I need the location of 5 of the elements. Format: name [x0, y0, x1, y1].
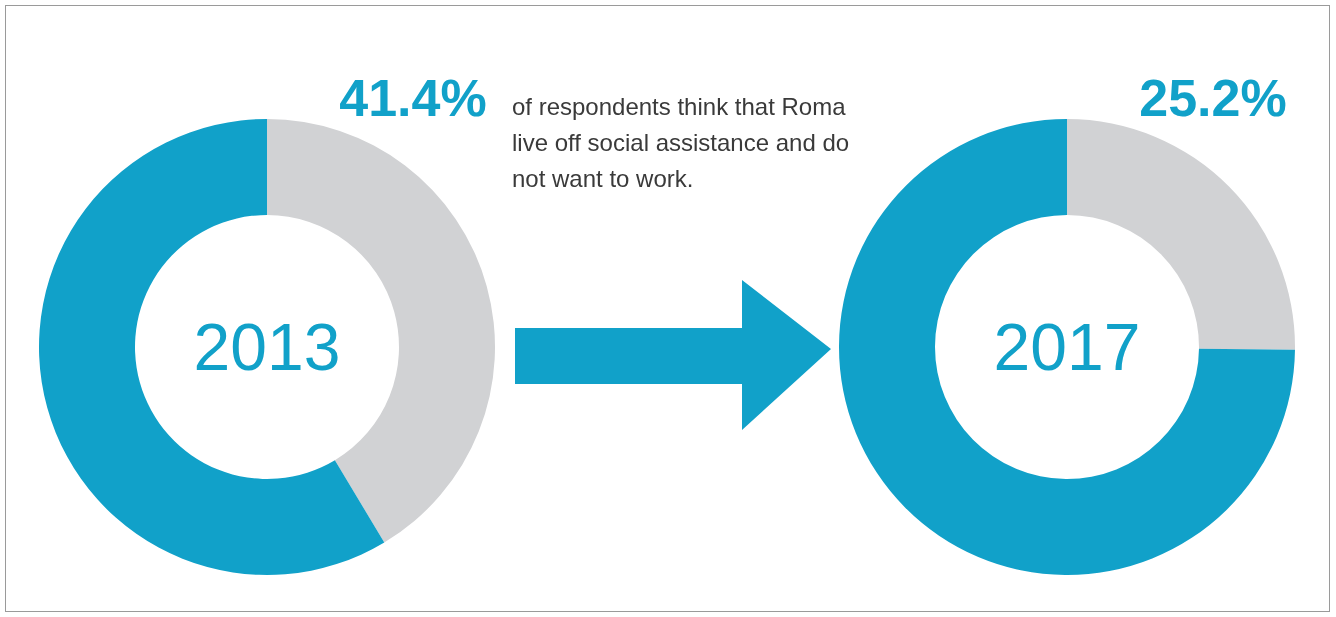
text: of respondents think that Roma live off social assistance and do not want to work. [512, 92, 856, 192]
data-label: 25.2% [1139, 69, 1287, 127]
data-label: 41.4% [339, 69, 487, 127]
text: 2017 [993, 310, 1141, 384]
text: 2013 [193, 310, 341, 384]
